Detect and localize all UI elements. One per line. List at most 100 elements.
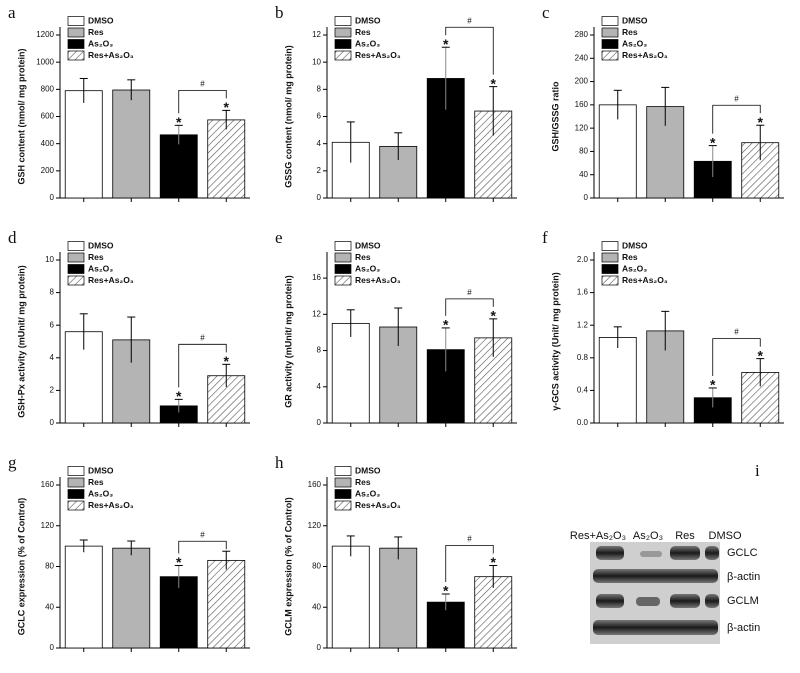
legend-swatch [67,50,85,61]
lane-label: Res+As₂O₃ [570,530,626,542]
legend-swatch [334,252,352,263]
legend-swatch [334,50,352,61]
row-label: GCLC [727,547,758,559]
y-tick-label: 80 [45,562,54,571]
panel-label: a [8,3,16,22]
bar [112,547,151,649]
legend-label: DMSO [622,15,648,25]
legend-label: As₂O₃ [88,38,113,48]
y-tick-label: 2 [50,386,55,395]
significance-star: * [224,99,230,115]
legend-swatch [334,477,352,488]
legend-label: DMSO [88,15,114,25]
legend-swatch [601,27,619,38]
legend-swatch [601,241,619,251]
bar [64,90,103,199]
y-tick-label: 2.0 [577,255,589,264]
legend-swatch [67,489,85,499]
significance-star: * [443,317,449,333]
legend-label: DMSO [355,465,381,475]
y-tick-label: 120 [41,521,55,530]
significance-star: * [176,388,182,404]
legend-swatch [334,466,352,476]
legend-swatch [67,466,85,476]
legend-swatch [334,27,352,38]
legend-label: Res [622,252,638,262]
y-tick-label: 16 [312,273,321,282]
panel: a GSH content (nmol/ mg protein) 0 200 400 60… [8,3,250,202]
bracket [178,343,227,388]
significance-star: * [443,36,449,52]
bar [159,134,198,199]
bar [598,104,637,199]
panel: c GSH/GSSG ratio 0 40 80 120 160 200 240 280 DMSO R… [542,3,784,202]
panel: f γ-GCS activity (Unit/ mg protein) 0.0 0.4… [542,228,784,427]
bar [474,576,513,649]
bracket [712,338,761,376]
row-label: GCLM [727,595,759,607]
y-axis-label: GSH-Px activity (mUnit/ mg protein) [16,265,26,418]
y-tick-label: 600 [41,112,55,121]
legend-label: Res+As₂O₃ [88,275,134,285]
panel: d GSH-Px activity (mUnit/ mg protein) 0 2 4 6… [8,228,250,427]
legend-swatch [67,252,85,263]
lane-label: As₂O₃ [633,530,663,542]
y-tick-label: 240 [575,53,589,62]
y-tick-label: 160 [41,480,55,489]
panel-label: e [275,228,283,247]
y-axis-label: GSH content (nmol/ mg protein) [16,49,26,185]
y-tick-label: 0 [50,418,55,427]
y-tick-label: 1000 [36,57,54,66]
bracket [445,545,494,583]
y-tick-label: 0 [317,643,322,652]
significance-star: * [491,554,497,570]
bar [598,337,637,424]
y-tick-label: 10 [312,57,321,66]
y-tick-label: 160 [575,100,589,109]
legend-swatch [334,16,352,26]
y-tick-label: 40 [312,602,321,611]
legend-label: Res+As₂O₃ [355,275,401,285]
y-tick-label: 1200 [36,30,54,39]
significance-star: * [224,353,230,369]
legend-label: Res+As₂O₃ [355,50,401,60]
y-tick-label: 800 [41,84,55,93]
panel: e GR activity (mUnit/ mg protein) 0 4 8 12 16 D… [275,228,517,427]
legend-swatch [334,39,352,49]
y-tick-label: 1.6 [577,288,589,297]
legend-swatch [601,252,619,263]
y-tick-label: 8 [317,346,322,355]
y-tick-label: 0 [317,193,322,202]
legend-swatch [67,264,85,274]
y-tick-label: 1.2 [577,320,589,329]
panel-label: b [275,3,284,22]
panel-label: f [542,228,548,247]
panel: h GCLM expression (% of Control) 0 40 80 120 1… [275,453,517,652]
legend-swatch [67,16,85,26]
bracket-label: # [467,288,472,297]
bar [159,576,198,649]
legend-swatch [601,275,619,286]
bracket-label: # [734,94,739,103]
y-tick-label: 400 [41,139,55,148]
western-blot: i Res+As₂O₃ As₂O₃ Res DMSO GCLC β-actin … [570,461,760,644]
panel: b GSSG content (nmol/ mg protein) 0 2 4 6 8 10 1… [275,3,517,202]
panel-label: c [542,3,550,22]
y-tick-label: 0 [317,418,322,427]
bracket-label: # [200,333,205,342]
legend-label: DMSO [355,15,381,25]
legend-swatch [601,264,619,274]
bracket [178,89,227,114]
bar [207,559,246,649]
bar [331,322,370,424]
legend-swatch [601,16,619,26]
bar [207,119,246,199]
lane-label: DMSO [709,530,742,542]
bracket-label: # [734,328,739,337]
legend-swatch [67,27,85,38]
legend-swatch [67,477,85,488]
legend-label: Res [355,477,371,487]
legend-swatch [67,500,85,511]
y-tick-label: 160 [308,480,322,489]
